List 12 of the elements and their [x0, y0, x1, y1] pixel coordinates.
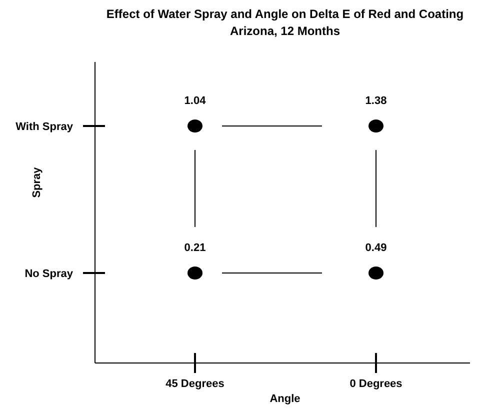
chart-subtitle: Arizona, 12 Months: [230, 24, 340, 38]
data-label: 1.38: [365, 95, 387, 107]
x-tick-label: 45 Degrees: [166, 378, 224, 390]
y-tick-label: With Spray: [16, 121, 74, 133]
chart-title: Effect of Water Spray and Angle on Delta E of Red and Coating: [106, 7, 464, 21]
data-label: 1.04: [184, 95, 207, 107]
y-axis-title: Spray: [31, 166, 43, 198]
x-tick-label: 0 Degrees: [350, 378, 402, 390]
data-label: 0.21: [184, 242, 206, 254]
x-axis-title: Angle: [270, 393, 300, 405]
data-label: 0.49: [365, 242, 387, 254]
y-tick-label: No Spray: [24, 268, 74, 280]
